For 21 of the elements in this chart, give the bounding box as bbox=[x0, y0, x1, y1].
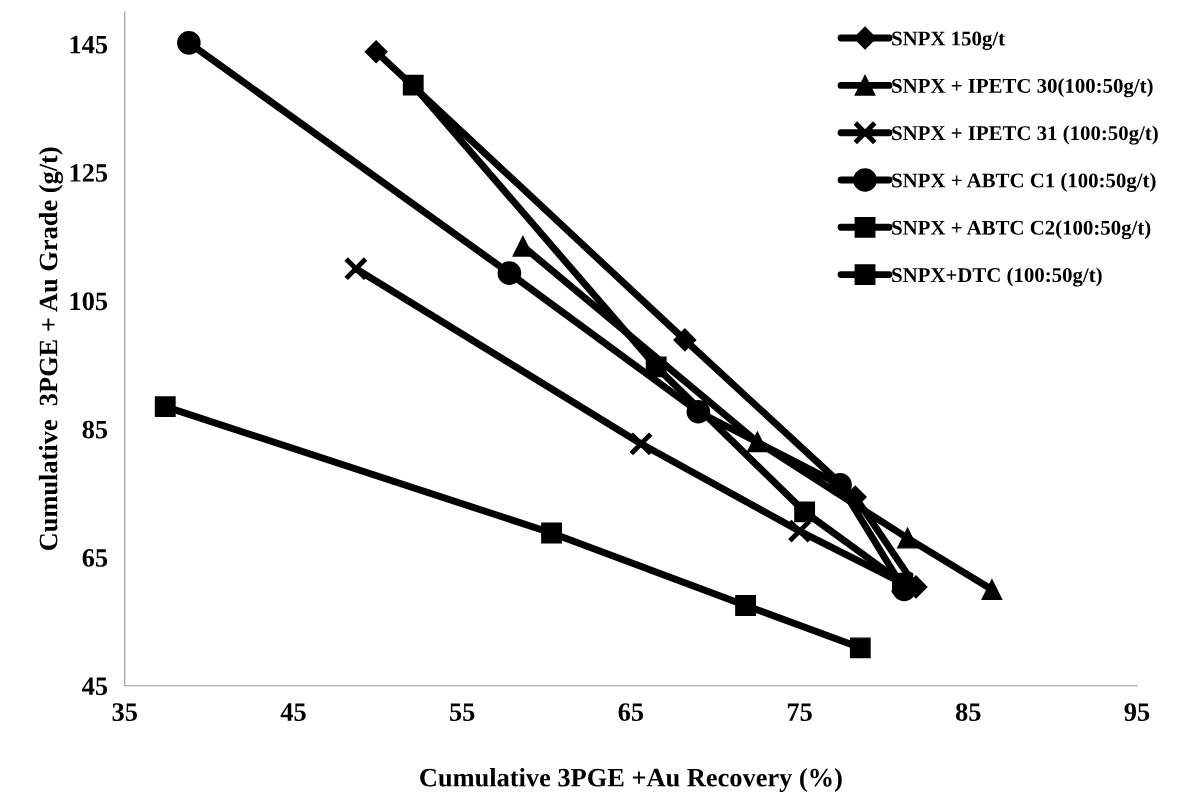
x-tick-label: 45 bbox=[280, 703, 306, 721]
x-tick-label: 95 bbox=[1124, 703, 1150, 721]
x-tick-label: 55 bbox=[450, 703, 475, 721]
x-tick-label: 85 bbox=[955, 703, 981, 721]
y-tick-label: 145 bbox=[70, 35, 108, 54]
y-tick-label: 65 bbox=[82, 549, 108, 567]
legend-label: SNPX+DTC (100:50g/t) bbox=[892, 267, 1102, 287]
y-tick-label: 125 bbox=[70, 164, 108, 182]
y-tick-label: 105 bbox=[70, 292, 108, 311]
y-tick-label: 85 bbox=[82, 420, 108, 439]
y-tick-label: 45 bbox=[82, 677, 108, 696]
x-axis-title: Cumulative 3PGE +Au Recovery (%) bbox=[420, 767, 842, 792]
x-tick-label: 35 bbox=[112, 703, 137, 721]
y-axis-title: Cumulative 3PGE + Au Grade (g/t) bbox=[38, 147, 63, 551]
legend-label: SNPX 150g/t bbox=[892, 31, 1005, 50]
legend-label: SNPX + IPETC 30(100:50g/t) bbox=[892, 78, 1153, 98]
x-tick-label: 65 bbox=[618, 703, 644, 721]
x-tick-label: 75 bbox=[787, 703, 812, 721]
legend-label: SNPX + IPETC 31 (100:50g/t) bbox=[892, 125, 1158, 145]
legend-label: SNPX + ABTC C1 (100:50g/t) bbox=[892, 172, 1156, 192]
legend-label: SNPX + ABTC C2(100:50g/t) bbox=[892, 220, 1151, 240]
